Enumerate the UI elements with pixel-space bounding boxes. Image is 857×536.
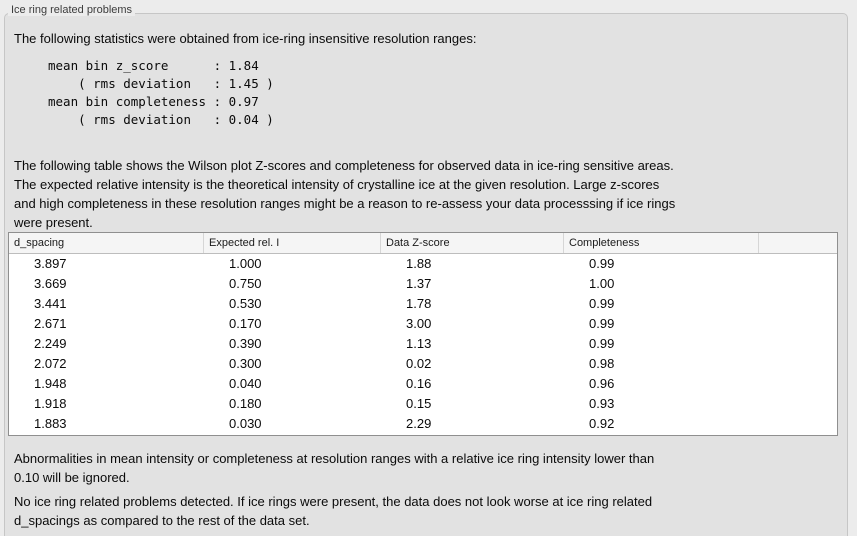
ignore-note-line: Abnormalities in mean intensity or compl…	[14, 451, 655, 466]
cell-d-spacing: 3.669	[34, 276, 67, 291]
cell-data-z-score: 0.02	[406, 356, 432, 371]
column-header-expected-rel-i[interactable]: Expected rel. I	[204, 233, 381, 253]
column-header-data-z-score[interactable]: Data Z-score	[381, 233, 564, 253]
ice-ring-table[interactable]: d_spacing Expected rel. I Data Z-score C…	[8, 232, 838, 436]
ignore-note-line: 0.10 will be ignored.	[14, 470, 130, 485]
cell-expected-rel-i: 0.180	[229, 396, 262, 411]
cell-d-spacing: 1.883	[34, 416, 67, 431]
cell-expected-rel-i: 1.000	[229, 256, 262, 271]
description-line: were present.	[14, 215, 93, 230]
column-header-completeness[interactable]: Completeness	[564, 233, 759, 253]
table-row[interactable]: 3.441 0.530 1.78 0.99	[9, 294, 837, 314]
column-header-d-spacing[interactable]: d_spacing	[9, 233, 204, 253]
table-row[interactable]: 1.918 0.180 0.15 0.93	[9, 394, 837, 414]
cell-empty	[759, 314, 835, 334]
intro-line: The following statistics were obtained f…	[14, 31, 477, 46]
table-row[interactable]: 1.883 0.030 2.29 0.92	[9, 414, 837, 434]
cell-completeness: 0.99	[589, 256, 615, 271]
column-header-empty[interactable]	[759, 233, 835, 253]
table-row[interactable]: 3.897 1.000 1.88 0.99	[9, 254, 837, 274]
table-row[interactable]: 2.249 0.390 1.13 0.99	[9, 334, 837, 354]
table-row[interactable]: 2.671 0.170 3.00 0.99	[9, 314, 837, 334]
cell-expected-rel-i: 0.300	[229, 356, 262, 371]
groupbox-title: Ice ring related problems	[8, 4, 136, 16]
cell-empty	[759, 414, 835, 434]
cell-d-spacing: 3.897	[34, 256, 67, 271]
table-row[interactable]: 2.072 0.300 0.02 0.98	[9, 354, 837, 374]
cell-expected-rel-i: 0.530	[229, 296, 262, 311]
cell-expected-rel-i: 0.390	[229, 336, 262, 351]
cell-completeness: 0.99	[589, 336, 615, 351]
cell-expected-rel-i: 0.030	[229, 416, 262, 431]
cell-d-spacing: 3.441	[34, 296, 67, 311]
cell-data-z-score: 1.37	[406, 276, 432, 291]
cell-empty	[759, 294, 835, 314]
conclusion-note: No ice ring related problems detected. I…	[14, 492, 652, 530]
cell-d-spacing: 2.072	[34, 356, 67, 371]
intro-paragraph: The following statistics were obtained f…	[14, 29, 476, 48]
stat-mean-bin-completeness: mean bin completeness : 0.97	[48, 94, 259, 109]
cell-data-z-score: 3.00	[406, 316, 432, 331]
cell-d-spacing: 1.948	[34, 376, 67, 391]
cell-empty	[759, 254, 835, 274]
statistics-block: mean bin z_score : 1.84 ( rms deviation …	[48, 57, 274, 129]
cell-empty	[759, 374, 835, 394]
stat-z-score-rms: ( rms deviation : 1.45 )	[48, 76, 274, 91]
cell-data-z-score: 1.13	[406, 336, 432, 351]
description-line: and high completeness in these resolutio…	[14, 196, 676, 211]
table-row[interactable]: 3.669 0.750 1.37 1.00	[9, 274, 837, 294]
cell-completeness: 0.96	[589, 376, 615, 391]
cell-expected-rel-i: 0.750	[229, 276, 262, 291]
cell-completeness: 0.98	[589, 356, 615, 371]
cell-completeness: 0.99	[589, 296, 615, 311]
cell-empty	[759, 394, 835, 414]
stat-completeness-rms: ( rms deviation : 0.04 )	[48, 112, 274, 127]
cell-data-z-score: 1.78	[406, 296, 432, 311]
cell-d-spacing: 2.249	[34, 336, 67, 351]
cell-completeness: 0.92	[589, 416, 615, 431]
cell-data-z-score: 2.29	[406, 416, 432, 431]
cell-d-spacing: 1.918	[34, 396, 67, 411]
cell-data-z-score: 0.16	[406, 376, 432, 391]
cell-completeness: 1.00	[589, 276, 615, 291]
description-line: The expected relative intensity is the t…	[14, 177, 660, 192]
cell-empty	[759, 354, 835, 374]
conclusion-line: No ice ring related problems detected. I…	[14, 494, 653, 509]
cell-empty	[759, 334, 835, 354]
cell-completeness: 0.93	[589, 396, 615, 411]
cell-completeness: 0.99	[589, 316, 615, 331]
cell-expected-rel-i: 0.170	[229, 316, 262, 331]
stat-mean-bin-z-score: mean bin z_score : 1.84	[48, 58, 259, 73]
cell-data-z-score: 0.15	[406, 396, 432, 411]
cell-d-spacing: 2.671	[34, 316, 67, 331]
ignore-note: Abnormalities in mean intensity or compl…	[14, 449, 654, 487]
cell-expected-rel-i: 0.040	[229, 376, 262, 391]
description-line: The following table shows the Wilson plo…	[14, 158, 674, 173]
table-row[interactable]: 1.948 0.040 0.16 0.96	[9, 374, 837, 394]
cell-data-z-score: 1.88	[406, 256, 432, 271]
table-description: The following table shows the Wilson plo…	[14, 156, 675, 232]
cell-empty	[759, 274, 835, 294]
conclusion-line: d_spacings as compared to the rest of th…	[14, 513, 310, 528]
table-header-row: d_spacing Expected rel. I Data Z-score C…	[9, 233, 837, 254]
